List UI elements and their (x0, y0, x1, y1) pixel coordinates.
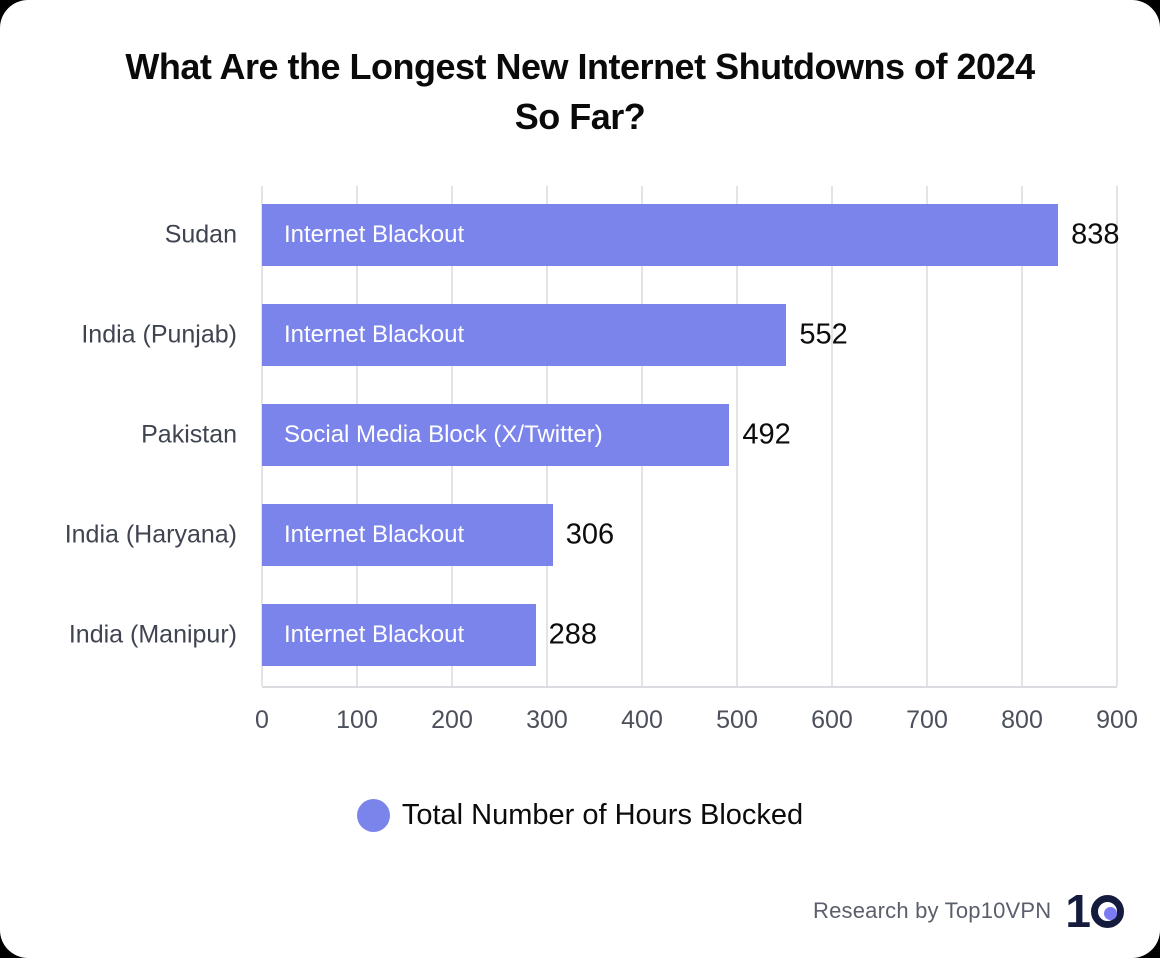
x-tick-label: 900 (1096, 706, 1138, 734)
bar: Internet Blackout (262, 304, 787, 366)
bar-annotation: Internet Blackout (284, 321, 465, 348)
value-label: 838 (1071, 218, 1120, 251)
x-tick-label: 500 (716, 706, 758, 734)
bar-annotation: Internet Blackout (284, 221, 465, 248)
plot-area: 0 100 200 300 400 500 600 700 800 900 Internet Bla… (255, 186, 1138, 734)
value-label: 306 (565, 518, 615, 551)
gridline (1021, 186, 1023, 686)
value-label: 288 (548, 618, 597, 651)
bar: Social Media Block (X/Twitter) (262, 404, 730, 466)
bar-annotation: Internet Blackout (284, 621, 465, 648)
bar: Internet Blackout (262, 604, 536, 666)
legend-swatch-circle-icon (356, 798, 390, 832)
category-label: India (Punjab) (81, 320, 237, 349)
logo-dot-icon (1104, 906, 1117, 920)
category-label: India (Haryana) (64, 520, 237, 549)
bar-annotation: Internet Blackout (284, 521, 465, 548)
footer: Research by Top10VPN 1 (813, 886, 1124, 936)
category-label: India (Manipur) (68, 620, 237, 649)
chart-title: What Are the Longest New Internet Shutdo… (40, 42, 1120, 142)
legend-label: Total Number of Hours Blocked (401, 798, 804, 831)
x-tick-label: 200 (431, 706, 473, 734)
legend: Total Number of Hours Blocked (0, 796, 1160, 834)
x-tick-label: 800 (1001, 706, 1043, 734)
bar: Internet Blackout (262, 504, 553, 566)
logo-digit-one: 1 (1065, 885, 1091, 937)
gridline (830, 186, 833, 686)
x-tick-label: 100 (336, 706, 378, 734)
value-label: 552 (799, 318, 848, 351)
category-label: Sudan (164, 220, 237, 249)
x-tick-label: 400 (621, 706, 663, 734)
value-label: 492 (742, 418, 791, 451)
gridline (736, 186, 738, 686)
x-tick-label: 600 (811, 706, 853, 734)
bar: Internet Blackout (262, 204, 1059, 266)
x-tick-label: 700 (906, 706, 948, 734)
research-credit: Research by Top10VPN (813, 898, 1052, 923)
x-tick-label: 300 (526, 706, 568, 734)
bar-annotation: Social Media Block (X/Twitter) (284, 421, 603, 448)
chart-title-line-1: What Are the Longest New Internet Shutdo… (125, 46, 1035, 87)
chart-title-line-2: So Far? (514, 96, 646, 137)
top10vpn-logo: 1 (1065, 888, 1124, 934)
x-tick-label: 0 (255, 706, 269, 734)
logo-ring-icon (1091, 894, 1124, 928)
gridline (926, 186, 928, 686)
gridline (1116, 186, 1118, 686)
category-label: Pakistan (141, 420, 237, 449)
